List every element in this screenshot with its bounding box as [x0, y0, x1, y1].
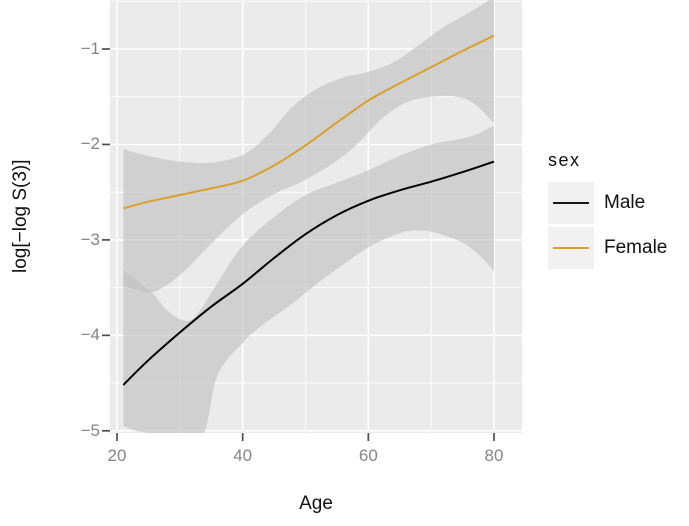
legend-title: sex — [548, 150, 581, 170]
male-line — [122, 160, 495, 386]
legend-key-line-icon — [553, 247, 589, 249]
y-tick-label: −1 — [80, 39, 100, 58]
legend-label: Female — [604, 237, 668, 258]
x-axis-title: Age — [299, 493, 333, 514]
x-tick-label: 40 — [233, 446, 253, 465]
female-confidence-band — [123, 0, 494, 293]
legend: sex Male Female — [548, 150, 667, 272]
y-axis-title: log[−log S(3)] — [10, 159, 31, 274]
female-line — [123, 34, 495, 210]
x-tick-label: 80 — [484, 446, 504, 465]
y-tick-label: −5 — [80, 420, 100, 440]
y-tick-label: −2 — [80, 134, 100, 154]
x-tick-label: 20 — [107, 446, 127, 465]
legend-key-line-icon — [553, 202, 589, 204]
y-tick-label: −3 — [80, 229, 100, 249]
x-tick-label: 60 — [358, 446, 378, 465]
male-confidence-band — [123, 125, 494, 433]
legend-label: Male — [604, 192, 646, 213]
legend-key-male — [548, 182, 594, 224]
y-tick-label: −4 — [80, 325, 100, 345]
legend-key-female — [548, 227, 594, 269]
legend-item-female: Female — [548, 227, 667, 269]
legend-items: Male Female — [548, 182, 667, 269]
legend-item-male: Male — [548, 182, 667, 224]
